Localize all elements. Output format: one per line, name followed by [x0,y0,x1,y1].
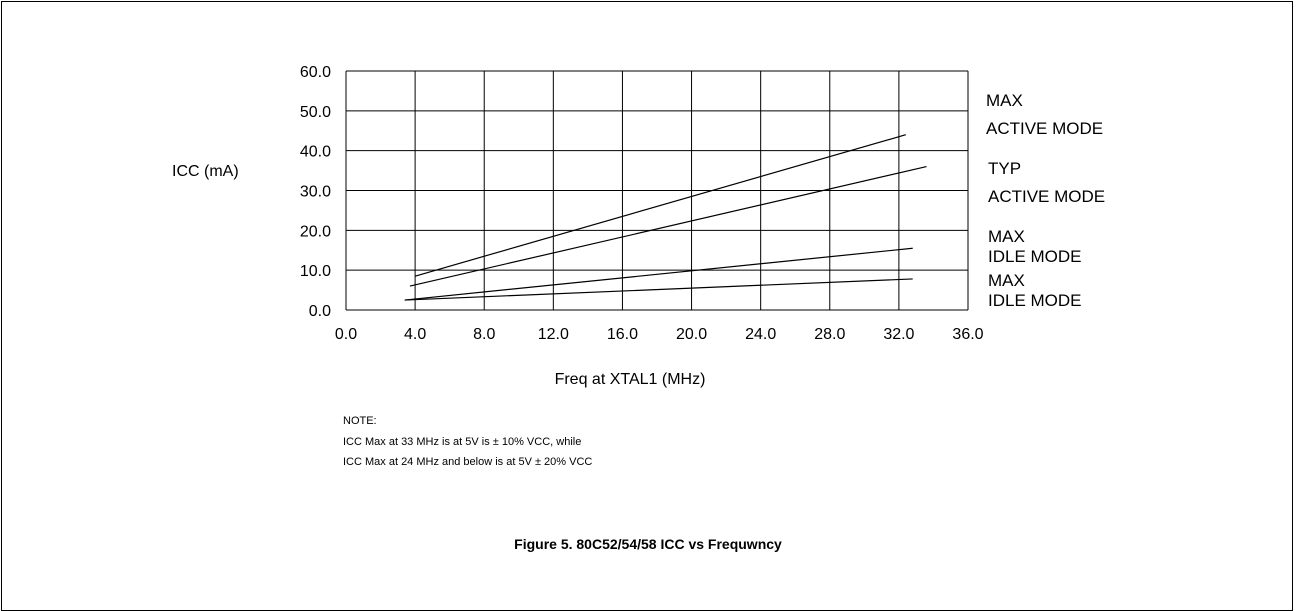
x-tick-label: 12.0 [538,326,569,343]
x-tick-label: 0.0 [335,326,357,343]
series-lines [404,134,927,301]
x-tick-label: 32.0 [883,326,914,343]
x-tick-label: 4.0 [404,326,426,343]
grid [345,70,969,311]
y-tick-label: 20.0 [300,223,331,240]
series-label-1-line-1: MAX [986,91,1023,110]
note-line-2: ICC Max at 24 MHz and below is at 5V ± 2… [343,456,593,468]
y-tick-label: 40.0 [300,144,331,161]
y-axis-label: ICC (mA) [172,163,239,180]
series-label-2-line-1: TYP [988,159,1021,178]
figure-caption: Figure 5. 80C52/54/58 ICC vs Frequwncy [514,536,782,552]
x-tick-label: 16.0 [607,326,638,343]
series-line-4 [404,278,913,301]
y-tick-label: 10.0 [300,263,331,280]
series-label-4-line-2: IDLE MODE [988,291,1082,310]
series-line-1 [414,134,906,277]
series-label-2-line-2: ACTIVE MODE [988,187,1105,206]
x-tick-label: 8.0 [473,326,495,343]
y-tick-label: 30.0 [300,184,331,201]
series-line-2 [409,166,927,287]
series-label-3-line-2: IDLE MODE [988,247,1082,266]
note-line-1: ICC Max at 33 MHz is at 5V is ± 10% VCC,… [343,436,582,448]
tick-labels: 0.0 4.0 8.0 12.0 16.0 20.0 24.0 28.0 32.0 36.0 0.0… [300,64,984,343]
y-tick-label: 50.0 [300,104,331,121]
note-heading: NOTE: [343,415,377,427]
y-tick-label: 60.0 [300,64,331,81]
x-tick-label: 20.0 [676,326,707,343]
x-tick-label: 36.0 [952,326,983,343]
series-label-4-line-1: MAX [988,271,1025,290]
series-label-1-line-2: ACTIVE MODE [986,119,1103,138]
x-tick-label: 28.0 [814,326,845,343]
x-axis-label: Freq at XTAL1 (MHz) [555,371,706,388]
series-label-3-line-1: MAX [988,227,1025,246]
y-tick-label: 0.0 [309,303,331,320]
x-tick-label: 24.0 [745,326,776,343]
series-line-3 [404,247,913,301]
